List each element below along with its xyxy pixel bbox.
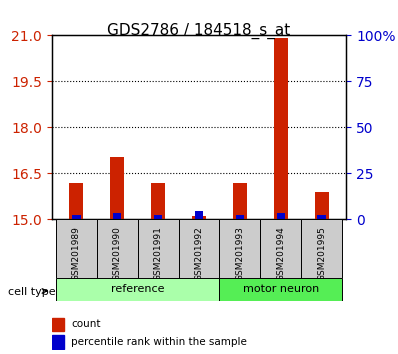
FancyBboxPatch shape [138, 219, 179, 278]
Text: GSM201991: GSM201991 [154, 227, 163, 281]
Bar [233, 183, 247, 219]
Bar [192, 216, 206, 219]
Bar [151, 183, 165, 219]
Text: GDS2786 / 184518_s_at: GDS2786 / 184518_s_at [107, 23, 291, 39]
FancyBboxPatch shape [219, 219, 260, 278]
Bar [69, 183, 84, 219]
Text: GSM201994: GSM201994 [276, 227, 285, 281]
Bar [318, 215, 326, 219]
Bar [113, 213, 121, 219]
Bar [195, 211, 203, 219]
FancyBboxPatch shape [260, 219, 301, 278]
FancyBboxPatch shape [301, 219, 342, 278]
Bar [274, 39, 288, 219]
Bar [219, 278, 342, 301]
Bar [72, 215, 80, 219]
Text: GSM201989: GSM201989 [72, 227, 81, 281]
Text: count: count [71, 319, 100, 329]
Bar [52, 318, 64, 331]
Text: cell type: cell type [8, 287, 56, 297]
Text: GSM201992: GSM201992 [195, 227, 203, 281]
Text: motor neuron: motor neuron [243, 284, 319, 295]
Bar [52, 335, 64, 349]
Bar [56, 278, 219, 301]
Text: GSM201995: GSM201995 [317, 227, 326, 281]
Bar [277, 213, 285, 219]
Bar [314, 192, 329, 219]
FancyBboxPatch shape [179, 219, 219, 278]
FancyBboxPatch shape [97, 219, 138, 278]
Text: reference: reference [111, 284, 164, 295]
Text: percentile rank within the sample: percentile rank within the sample [71, 337, 247, 347]
Text: GSM201993: GSM201993 [235, 227, 244, 281]
Bar [236, 215, 244, 219]
FancyBboxPatch shape [56, 219, 97, 278]
Bar [110, 156, 124, 219]
Text: GSM201990: GSM201990 [113, 227, 122, 281]
Bar [154, 215, 162, 219]
